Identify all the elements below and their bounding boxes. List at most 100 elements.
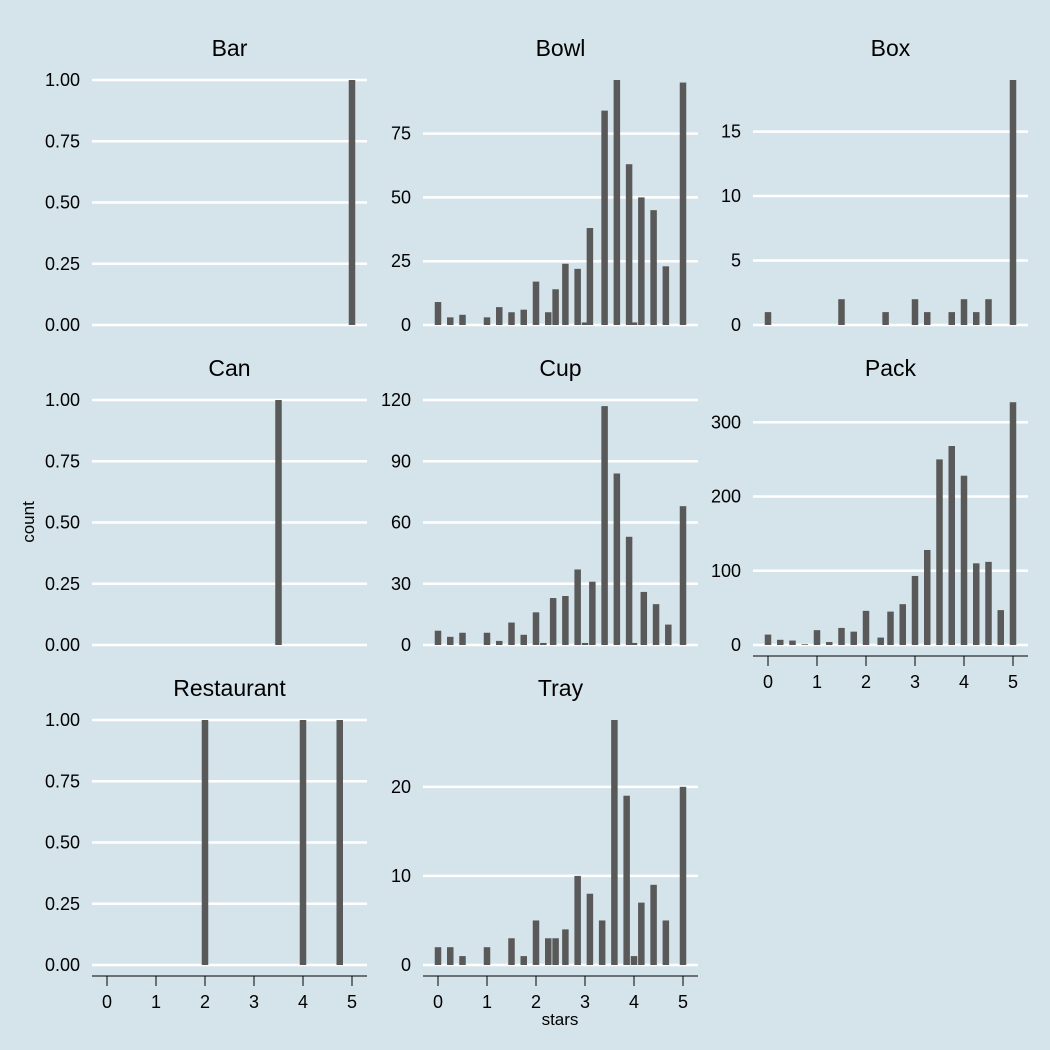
histogram-bar — [613, 473, 621, 645]
y-tick-label: 20 — [391, 777, 411, 797]
histogram-bar — [532, 281, 540, 325]
histogram-bar — [520, 956, 527, 965]
facet-panel-pack: Pack 0 100 200 300 0 1 2 3 4 5 — [711, 355, 1028, 692]
histogram-bar — [552, 938, 559, 965]
facet-panels: Bar0.000.250.500.751.00Bowl0255075Box051… — [45, 35, 1028, 1012]
histogram-bar — [540, 642, 547, 645]
x-tick-label: 5 — [1008, 672, 1018, 692]
y-tick-label: 0 — [401, 955, 411, 975]
histogram-bar — [960, 299, 968, 325]
y-tick-label: 300 — [711, 412, 741, 432]
histogram-bar — [911, 299, 919, 325]
histogram-bar — [598, 920, 606, 965]
histogram-bar — [862, 610, 870, 645]
y-axis-title: count — [19, 501, 38, 543]
facet-panel-bowl: Bowl 0 25 50 75 — [391, 35, 698, 335]
x-tick-label: 4 — [298, 992, 308, 1012]
histogram-bar — [201, 720, 209, 965]
y-tick-label: 0.00 — [45, 635, 80, 655]
histogram-bar — [434, 947, 442, 965]
histogram-bar — [496, 640, 503, 645]
y-tick-label: 100 — [711, 561, 741, 581]
histogram-bar — [611, 720, 618, 965]
histogram-bar — [882, 312, 889, 325]
y-tick-label: 10 — [391, 866, 411, 886]
facet-panel-cup: Cup 0 30 60 90 120 — [381, 355, 698, 655]
histogram-bar — [679, 506, 687, 645]
histogram-bar — [960, 475, 968, 645]
facet-panel-restaurant: Restaurant 0.00 0.25 0.50 0.75 1.00 0 1 2 3 4 5 — [45, 675, 367, 1012]
histogram-bar — [447, 636, 454, 645]
histogram-bar — [562, 263, 569, 325]
histogram-bar — [552, 289, 559, 325]
histogram-bar — [1009, 402, 1017, 645]
y-tick-label: 0 — [731, 315, 741, 335]
histogram-bar — [483, 947, 491, 965]
x-tick-label: 2 — [861, 672, 871, 692]
histogram-bar — [650, 210, 657, 325]
histogram-bar — [985, 299, 992, 325]
histogram-bar — [581, 642, 589, 645]
x-tick-label: 2 — [200, 992, 210, 1012]
histogram-bar — [613, 80, 621, 325]
y-tick-label: 10 — [721, 186, 741, 206]
histogram-bar — [483, 317, 491, 325]
facet-panel-tray: Tray 0 10 20 0 1 2 3 4 5 — [391, 675, 698, 1012]
y-tick-label: 0.00 — [45, 315, 80, 335]
y-tick-label: 0.50 — [45, 513, 80, 533]
histogram-bar — [679, 82, 687, 325]
histogram-bar — [574, 569, 581, 645]
histogram-bar — [1009, 80, 1017, 325]
facet-title: Bar — [212, 35, 248, 61]
histogram-bar — [508, 938, 515, 965]
x-tick-label: 4 — [959, 672, 969, 692]
histogram-bar — [275, 400, 282, 645]
histogram-bar — [638, 197, 645, 325]
histogram-bar — [936, 459, 943, 645]
y-tick-label: 50 — [391, 187, 411, 207]
histogram-bar — [630, 642, 638, 645]
facet-panel-bar: Bar 0.00 0.25 0.50 0.75 1.00 — [45, 35, 367, 335]
facet-title: Pack — [865, 355, 917, 381]
histogram-bar — [508, 312, 515, 325]
histogram-bar — [777, 639, 784, 645]
x-tick-label: 2 — [531, 992, 541, 1012]
histogram-bar — [483, 632, 491, 645]
x-tick-label: 0 — [102, 992, 112, 1012]
histogram-bar — [985, 561, 992, 645]
histogram-bar — [574, 268, 581, 325]
histogram-bar — [638, 902, 645, 965]
histogram-bar — [601, 406, 608, 645]
y-tick-label: 0.25 — [45, 894, 80, 914]
y-tick-label: 30 — [391, 574, 411, 594]
histogram-bar — [789, 640, 796, 645]
histogram-bar — [299, 720, 307, 965]
histogram-bar — [640, 591, 648, 645]
histogram-bar — [625, 536, 633, 645]
y-tick-label: 0.50 — [45, 833, 80, 853]
histogram-bar — [630, 322, 638, 325]
facet-panel-can: Can 0.00 0.25 0.50 0.75 1.00 — [45, 355, 367, 655]
y-tick-label: 1.00 — [45, 70, 80, 90]
facet-title: Restaurant — [173, 675, 286, 701]
histogram-bar — [545, 938, 552, 965]
histogram-bar — [562, 929, 569, 965]
histogram-bar — [549, 598, 557, 645]
histogram-bar — [508, 622, 515, 645]
x-axis-title: stars — [542, 1010, 579, 1029]
histogram-bar — [601, 110, 608, 325]
x-tick-label: 4 — [629, 992, 639, 1012]
histogram-bar — [877, 637, 884, 645]
histogram-bar — [887, 611, 894, 645]
histogram-bar — [545, 312, 552, 325]
histogram-bar — [447, 317, 454, 325]
histogram-bar — [838, 299, 845, 325]
histogram-bar — [459, 314, 466, 325]
y-tick-label: 90 — [391, 451, 411, 471]
histogram-bar — [625, 164, 633, 325]
facet-title: Can — [208, 355, 250, 381]
x-tick-label: 0 — [433, 992, 443, 1012]
histogram-bar — [459, 956, 466, 965]
